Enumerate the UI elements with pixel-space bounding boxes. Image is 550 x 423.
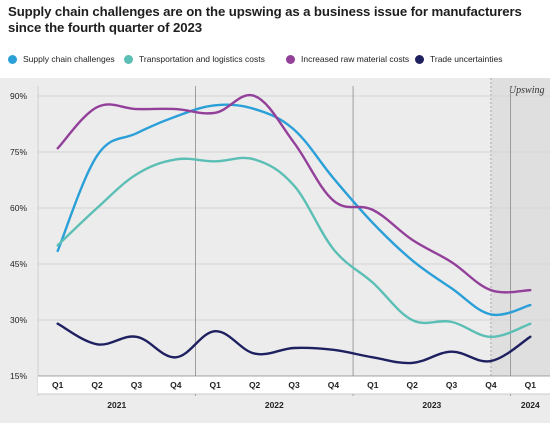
x-tick-label: Q3	[131, 380, 143, 390]
y-tick-label: 45%	[10, 259, 27, 269]
x-tick-label: Q2	[91, 380, 103, 390]
legend: Supply chain challenges Transportation a…	[8, 52, 548, 66]
legend-swatch-supply-chain	[8, 54, 17, 64]
x-tick-label: Q3	[446, 380, 458, 390]
y-tick-label: 30%	[10, 315, 27, 325]
legend-swatch-trade-uncertainties	[415, 54, 424, 64]
legend-label-raw-material: Increased raw material costs	[301, 54, 410, 64]
legend-swatch-transportation	[124, 54, 133, 64]
x-tick-label: Q4	[170, 380, 182, 390]
upswing-band	[490, 78, 550, 376]
year-label: 2024	[521, 400, 540, 410]
x-tick-label: Q3	[288, 380, 300, 390]
y-tick-label: 60%	[10, 203, 27, 213]
legend-label-trade-uncertainties: Trade uncertainties	[430, 54, 503, 64]
y-tick-label: 15%	[10, 371, 27, 381]
legend-item-supply-chain: Supply chain challenges	[8, 52, 115, 66]
legend-swatch-raw-material	[286, 54, 295, 64]
x-tick-label: Q2	[406, 380, 418, 390]
year-label: 2022	[265, 400, 284, 410]
x-tick-label: Q1	[210, 380, 222, 390]
series-line-raw-material	[56, 93, 532, 294]
x-tick-label: Q1	[525, 380, 537, 390]
series-line-trade-uncertainties	[56, 322, 532, 365]
y-tick-label: 90%	[10, 91, 27, 101]
legend-item-raw-material: Increased raw material costs	[286, 52, 409, 66]
x-tick-label: Q1	[52, 380, 64, 390]
legend-item-trade-uncertainties: Trade uncertainties	[415, 52, 502, 66]
year-label: 2023	[422, 400, 441, 410]
legend-item-transportation: Transportation and logistics costs	[124, 52, 265, 66]
x-tick-label: Q4	[485, 380, 497, 390]
series-line-supply-chain	[56, 103, 532, 317]
upswing-label: Upswing	[509, 85, 545, 96]
series-line-transportation	[56, 156, 532, 339]
chart-title: Supply chain challenges are on the upswi…	[8, 4, 522, 35]
legend-label-supply-chain: Supply chain challenges	[23, 54, 115, 64]
legend-label-transportation: Transportation and logistics costs	[139, 54, 265, 64]
y-tick-label: 75%	[10, 147, 27, 157]
year-label: 2021	[107, 400, 126, 410]
x-axis-quarter-band	[38, 376, 550, 394]
x-tick-label: Q1	[367, 380, 379, 390]
x-tick-label: Q2	[249, 380, 261, 390]
x-tick-label: Q4	[328, 380, 340, 390]
plot-background	[0, 78, 550, 423]
